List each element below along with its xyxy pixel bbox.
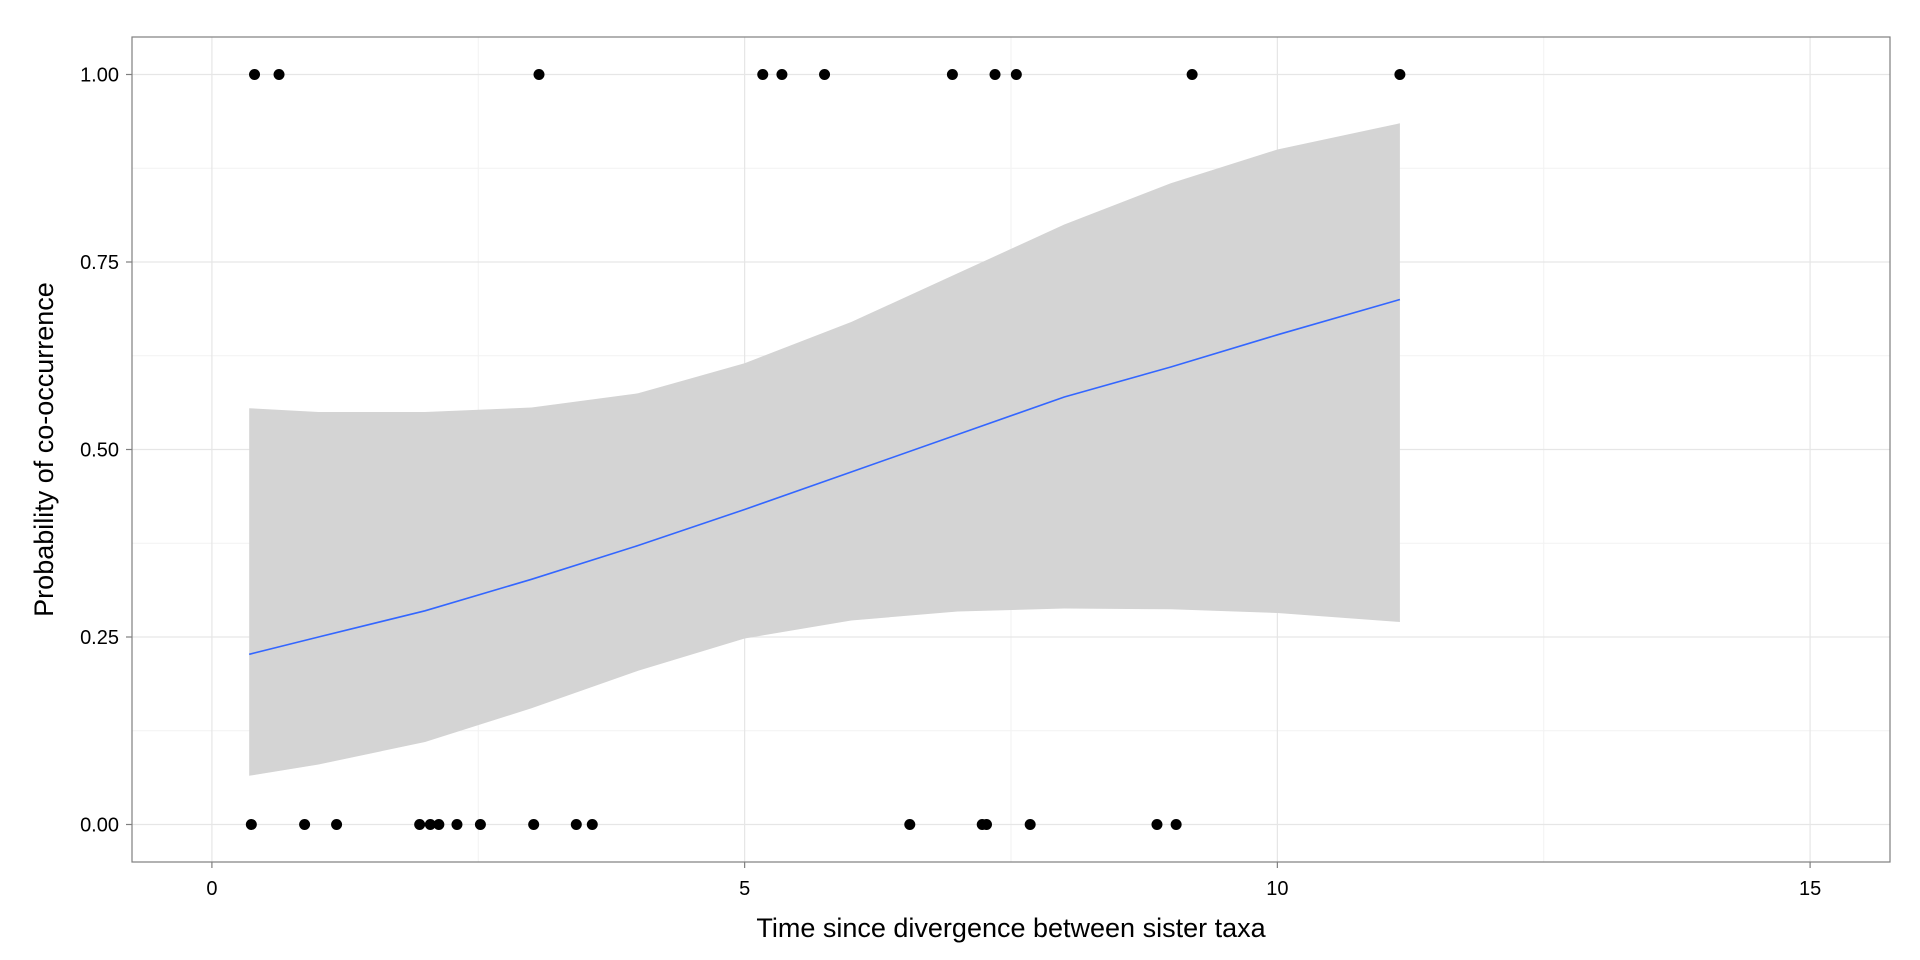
data-point xyxy=(776,69,788,80)
y-tick-label: 0.00 xyxy=(80,815,119,837)
data-point xyxy=(946,69,958,80)
data-point xyxy=(433,819,445,830)
x-tick-label: 5 xyxy=(739,878,750,900)
data-point xyxy=(273,69,285,80)
data-point xyxy=(1010,69,1022,80)
data-point xyxy=(1024,819,1036,830)
x-tick-label: 10 xyxy=(1266,878,1288,900)
y-tick-label: 1.00 xyxy=(80,65,119,87)
data-point xyxy=(1394,69,1406,80)
y-tick-label: 0.75 xyxy=(80,252,119,274)
data-point xyxy=(980,819,992,830)
data-point xyxy=(414,819,426,830)
data-point xyxy=(570,819,582,830)
x-tick-label: 0 xyxy=(206,878,217,900)
x-axis-ticks: 0 5 10 15 xyxy=(206,862,1821,900)
data-point xyxy=(533,69,545,80)
data-point xyxy=(586,819,598,830)
data-point xyxy=(819,69,831,80)
y-tick-label: 0.25 xyxy=(80,627,119,649)
data-points xyxy=(245,69,1406,830)
data-point xyxy=(528,819,540,830)
data-point xyxy=(474,819,486,830)
y-axis-title: Probability of co-occurrence xyxy=(29,282,59,617)
x-axis-title: Time since divergence between sister tax… xyxy=(756,913,1266,943)
data-point xyxy=(249,69,261,80)
data-point xyxy=(1151,819,1163,830)
y-tick-label: 0.50 xyxy=(80,440,119,462)
data-point xyxy=(299,819,311,830)
y-axis-ticks: 0.00 0.25 0.50 0.75 1.00 xyxy=(80,65,132,837)
data-point xyxy=(451,819,463,830)
data-point xyxy=(989,69,1001,80)
data-point xyxy=(424,819,436,830)
data-point xyxy=(904,819,916,830)
confidence-band xyxy=(249,123,1400,776)
fit-line xyxy=(249,298,1401,656)
data-point xyxy=(245,819,257,830)
data-point xyxy=(1170,819,1182,830)
data-point xyxy=(757,69,769,80)
x-tick-label: 15 xyxy=(1799,878,1821,900)
data-point xyxy=(1186,69,1198,80)
data-point xyxy=(331,819,343,830)
